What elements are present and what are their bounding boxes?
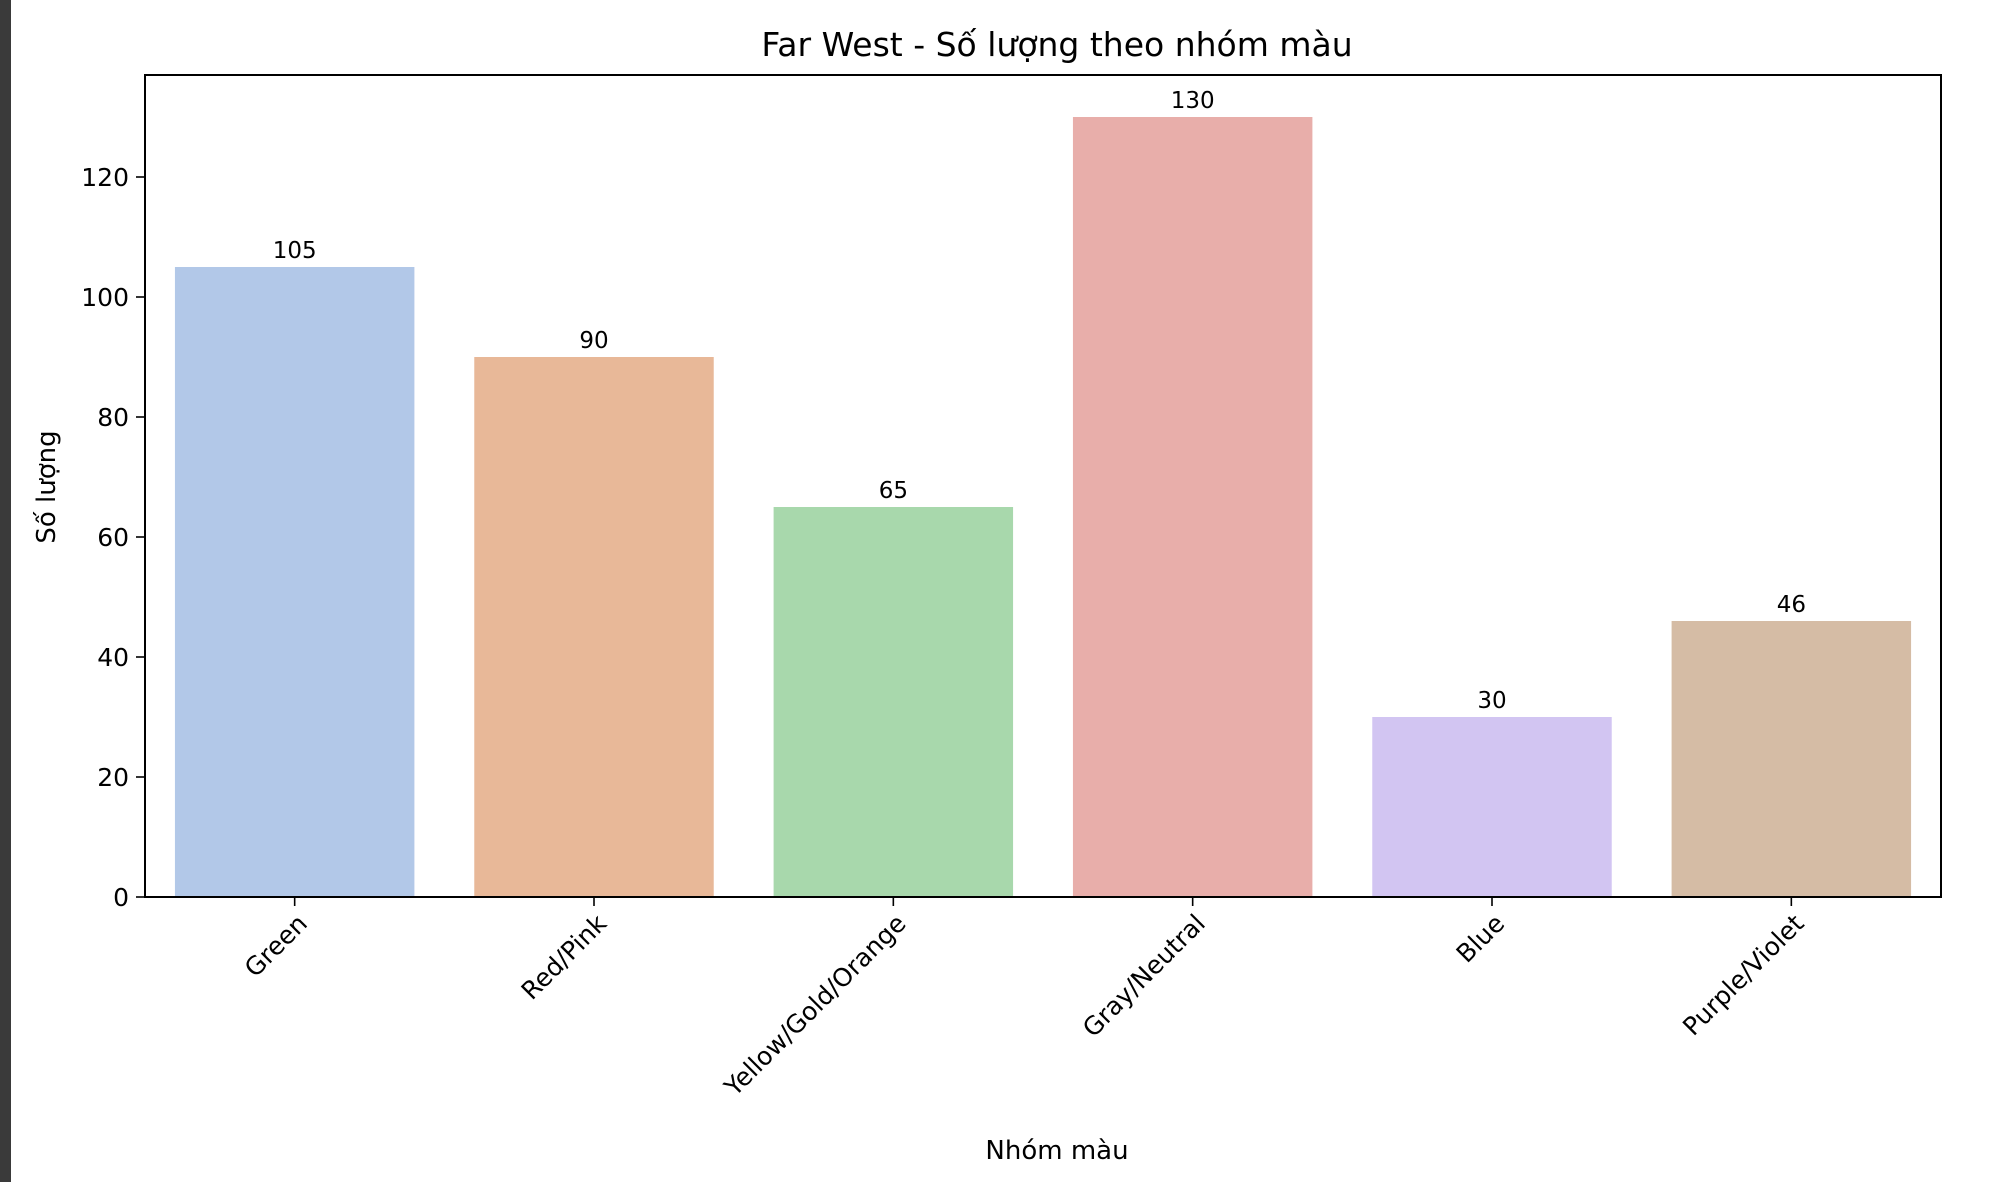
bars-layer [174, 117, 1912, 897]
x-tick-label-red-pink: Red/Pink [516, 908, 613, 1005]
y-tick-label-0: 0 [113, 883, 129, 912]
data-label-green: 105 [273, 238, 317, 264]
y-tick-label-20: 20 [97, 763, 129, 792]
x-axis: Green Red/Pink Yellow/Gold/Orange Gray/Neut… [239, 897, 1810, 1102]
data-label-purple-violet: 46 [1777, 592, 1806, 618]
plot-area-frame [144, 74, 1942, 898]
bar-red-pink [474, 357, 714, 897]
y-tick-label-60: 60 [97, 523, 129, 552]
data-label-blue: 30 [1477, 688, 1506, 714]
data-label-yellow-gold-orange: 65 [879, 478, 908, 504]
figure-canvas: Far West - Số lượng theo nhóm màu 105 90 6… [11, 0, 1998, 1182]
x-tick-label-purple-violet: Purple/Violet [1677, 909, 1810, 1042]
y-tick-label-80: 80 [97, 403, 129, 432]
y-tick-label-100: 100 [81, 283, 129, 312]
data-label-gray-neutral: 130 [1171, 88, 1215, 114]
y-axis: 0 20 40 60 80 100 120 [81, 163, 145, 912]
chart-title: Far West - Số lượng theo nhóm màu [761, 25, 1352, 64]
data-label-red-pink: 90 [579, 328, 608, 354]
data-labels-layer: 105 90 65 130 30 46 [273, 88, 1806, 714]
y-axis-label: Số lượng [32, 430, 62, 543]
x-tick-label-yellow-gold-orange: Yellow/Gold/Orange [718, 909, 912, 1103]
y-tick-label-40: 40 [97, 643, 129, 672]
bar-chart: Far West - Số lượng theo nhóm màu 105 90 6… [32, 25, 1942, 1166]
bar-gray-neutral [1072, 117, 1313, 897]
x-tick-label-gray-neutral: Gray/Neutral [1077, 909, 1211, 1043]
x-tick-label-green: Green [239, 909, 313, 983]
bar-yellow-gold-orange [773, 507, 1014, 897]
bar-green [174, 267, 415, 897]
y-tick-label-120: 120 [81, 163, 129, 192]
x-tick-label-blue: Blue [1451, 909, 1511, 969]
bar-blue [1372, 717, 1612, 897]
bar-purple-violet [1671, 621, 1912, 897]
x-axis-label: Nhóm màu [985, 1136, 1128, 1166]
